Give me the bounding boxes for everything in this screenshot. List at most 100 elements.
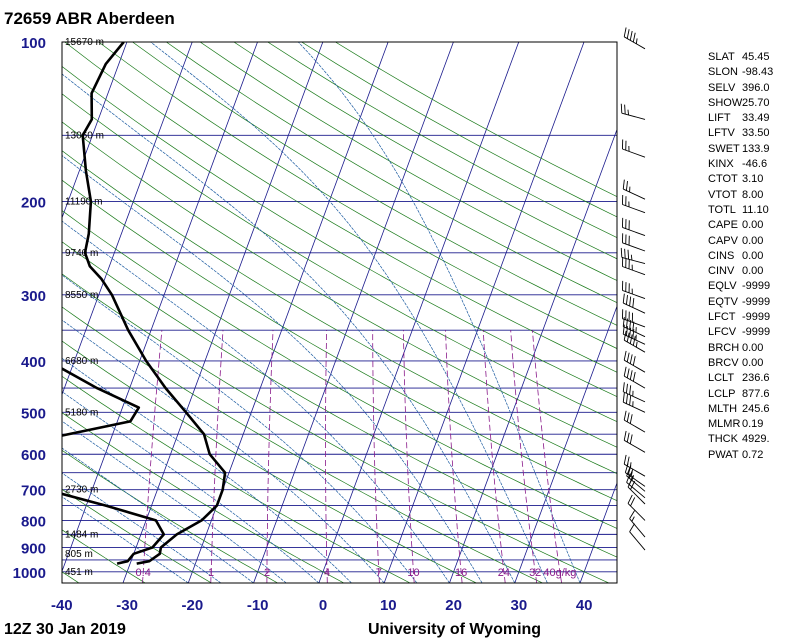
barb-half <box>631 288 633 294</box>
height-label: 11190 m <box>65 197 102 208</box>
barb-full <box>624 463 629 473</box>
barb-staff <box>623 391 646 403</box>
index-key: SLAT <box>708 51 735 63</box>
moist-adiabat <box>62 472 222 583</box>
barb-full <box>622 392 625 403</box>
dry-adiabat <box>62 121 617 448</box>
station-title: 72659 ABR Aberdeen <box>4 9 175 28</box>
index-value: 11.10 <box>742 203 769 216</box>
barb-half <box>635 334 637 341</box>
index-row: THCK 4929. <box>708 432 773 447</box>
barb-staff <box>629 518 646 538</box>
index-value: -9999 <box>742 295 771 308</box>
index-key: PWAT <box>708 448 739 461</box>
barb-staff <box>629 531 646 551</box>
index-row: VTOT 8.00 <box>708 188 773 203</box>
index-row: LFCT -9999 <box>708 310 773 325</box>
barb-full <box>626 466 631 477</box>
index-row: CAPE 0.00 <box>708 218 773 233</box>
index-value: 0.00 <box>742 234 764 247</box>
barb-full <box>625 310 627 320</box>
dry-adiabat <box>62 210 617 529</box>
barb-full <box>625 383 628 394</box>
wind-barb <box>621 280 646 300</box>
index-value: 3.10 <box>742 173 764 186</box>
wind-barb <box>629 510 646 538</box>
wind-barb <box>623 366 646 389</box>
mixing-ratio-label: 16 <box>455 567 467 579</box>
barb-half <box>628 145 630 152</box>
barb-full <box>626 432 630 443</box>
mixing-ratio-labels: 0.4 1 2 4 7 10 16 24 32 40g/kg <box>136 567 577 579</box>
temperature-tick-label: 30 <box>511 597 528 614</box>
barb-staff <box>623 36 646 50</box>
dry-adiabat <box>62 306 543 583</box>
barb-staff <box>623 302 646 314</box>
index-key: LFCV <box>708 326 737 339</box>
pressure-tick-label: 800 <box>21 513 46 530</box>
barb-full <box>625 282 627 292</box>
index-value: -98.43 <box>742 66 774 79</box>
mixing-ratio-label: 40g/kg <box>543 567 576 579</box>
moist-adiabat <box>62 274 418 583</box>
index-row: LCLP 877.6 <box>708 387 773 402</box>
isotherm-line <box>62 42 193 396</box>
wind-barb <box>621 217 646 237</box>
barb-full <box>621 309 624 319</box>
mixing-ratio-label: 24 <box>498 567 510 579</box>
barb-full <box>629 296 632 307</box>
index-key: LCLP <box>708 387 736 400</box>
index-row: MLMR 0.19 <box>708 417 773 432</box>
wind-barb <box>622 392 646 413</box>
index-key: TOTL <box>708 203 736 216</box>
barb-full <box>628 220 630 230</box>
index-key: EQLV <box>708 280 737 293</box>
height-label: 13060 m <box>65 130 104 141</box>
index-key: SLON <box>708 66 738 79</box>
temperature-tick-label: 0 <box>319 597 327 614</box>
index-row: SWET 133.9 <box>708 142 773 157</box>
height-label: 805 m <box>65 549 93 560</box>
barb-full <box>622 293 625 304</box>
barb-half <box>627 109 630 116</box>
dewpoint-profile <box>62 367 166 565</box>
height-label: 5180 m <box>65 407 98 418</box>
moist-adiabat <box>62 220 450 583</box>
index-key: KINX <box>708 158 734 171</box>
barb-full <box>630 497 636 507</box>
height-label: 451 m <box>65 567 93 578</box>
barb-staff <box>622 289 646 300</box>
index-key: LIFT <box>708 112 731 125</box>
wind-barb <box>623 27 646 50</box>
index-value: 33.49 <box>742 112 770 125</box>
isotherm-line <box>514 305 617 583</box>
barb-full <box>622 324 625 335</box>
pressure-tick-label: 500 <box>21 405 46 422</box>
barb-full <box>632 356 636 366</box>
index-row: PWAT 0.72 <box>708 448 773 463</box>
pressure-tick-label: 200 <box>21 195 46 212</box>
temperature-profile <box>81 42 227 565</box>
wind-barb <box>629 523 646 551</box>
temperature-tick-label: 40 <box>576 597 593 614</box>
barb-staff <box>623 375 646 389</box>
barb-full <box>627 465 632 475</box>
index-value: 245.6 <box>742 402 770 415</box>
data-source: University of Wyoming <box>368 621 541 638</box>
moist-adiabat <box>150 42 548 583</box>
barb-full <box>629 523 635 532</box>
barb-full <box>623 410 627 421</box>
mixing-ratio-label: 1 <box>208 567 214 579</box>
temperature-tick-label: -10 <box>247 597 269 614</box>
barb-full <box>625 258 627 268</box>
wind-barb <box>626 466 646 492</box>
barb-full <box>629 395 632 406</box>
index-key: THCK <box>708 433 738 446</box>
mixing-ratio-label: 7 <box>376 567 382 579</box>
barb-full <box>629 334 633 344</box>
barb-half <box>628 201 630 207</box>
wind-barb <box>623 350 646 373</box>
barb-full <box>625 394 628 404</box>
wind-barbs <box>620 27 646 551</box>
temperature-tick-label: -20 <box>182 597 204 614</box>
